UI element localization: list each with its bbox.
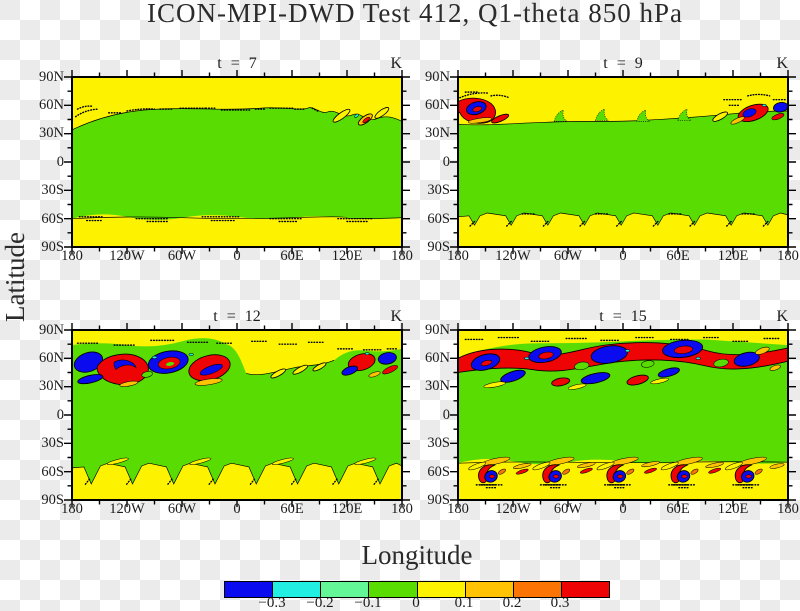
panel-t9: t = 9 K <box>386 55 800 285</box>
x-tick-label: 0 <box>619 248 627 264</box>
x-tick-label: 60W <box>553 248 583 264</box>
colorbar-swatch <box>272 582 321 597</box>
map-art <box>458 330 789 500</box>
x-tick-label: 180 <box>447 248 469 264</box>
y-tick-label: 90N <box>39 322 64 338</box>
y-tick-label: 0 <box>442 154 450 170</box>
colorbar-tick-label: −0.3 <box>258 595 286 611</box>
y-tick-label: 90N <box>425 322 450 338</box>
x-tick-label: 60W <box>167 501 197 517</box>
colorbar-swatch <box>320 582 369 597</box>
x-tick-label: 180 <box>391 501 413 517</box>
map-plot-t7 <box>63 69 411 255</box>
map-art <box>458 77 789 247</box>
map-plot-t15 <box>449 322 797 508</box>
x-tick-label: 120E <box>331 501 363 517</box>
x-tick-label: 120E <box>717 501 749 517</box>
panel-title: t = 9 <box>603 55 643 72</box>
y-tick-label: 60N <box>425 97 450 113</box>
colorbar-swatch <box>416 582 465 597</box>
y-tick-label: 30S <box>41 182 64 198</box>
x-tick-label: 60W <box>167 248 197 264</box>
colorbar-swatch <box>368 582 417 597</box>
x-tick-label: 0 <box>619 501 627 517</box>
x-tick-label: 180 <box>777 501 799 517</box>
colorbar-tick-label: 0.3 <box>550 595 570 611</box>
colorbar-swatch <box>560 582 609 597</box>
x-tick-label: 180 <box>61 248 83 264</box>
y-tick-label: 30S <box>427 435 450 451</box>
y-tick-label: 90N <box>425 69 450 85</box>
map-art <box>72 77 403 247</box>
panel-title: t = 15 <box>599 308 647 325</box>
x-tick-label: 180 <box>777 248 799 264</box>
y-tick-label: 30S <box>41 435 64 451</box>
map-art <box>72 330 403 500</box>
colorbar-swatch <box>464 582 513 597</box>
colorbar-swatch <box>512 582 561 597</box>
y-tick-label: 30N <box>39 378 64 394</box>
y-tick-label: 60S <box>427 464 450 480</box>
figure-title: ICON-MPI-DWD Test 412, Q1-theta 850 hPa <box>146 0 684 28</box>
x-tick-label: 60E <box>280 501 304 517</box>
y-tick-label: 60S <box>427 211 450 227</box>
colorbar-tick-label: 0.1 <box>454 595 474 611</box>
y-tick-label: 60S <box>41 464 64 480</box>
y-tick-label: 90S <box>41 492 64 508</box>
colorbar-tick-label: 0 <box>412 595 420 611</box>
y-tick-label: 0 <box>56 407 64 423</box>
x-tick-label: 0 <box>233 248 241 264</box>
colorbar <box>224 581 610 598</box>
y-tick-label: 30N <box>425 125 450 141</box>
y-tick-label: 60N <box>39 97 64 113</box>
x-tick-label: 120W <box>495 501 531 517</box>
panel-t15: t = 15 K <box>386 308 800 538</box>
x-tick-label: 120E <box>331 248 363 264</box>
y-tick-label: 0 <box>442 407 450 423</box>
colorbar-swatch <box>225 582 273 597</box>
x-tick-label: 60E <box>666 248 690 264</box>
colorbar-tick-label: −0.2 <box>306 595 334 611</box>
x-tick-label: 120W <box>495 248 531 264</box>
panel-title: t = 7 <box>217 55 257 72</box>
panel-unit-label: K <box>390 308 402 325</box>
x-tick-label: 60W <box>553 501 583 517</box>
x-tick-label: 120W <box>109 501 145 517</box>
panel-unit-label: K <box>776 308 788 325</box>
panel-t12: t = 12 K <box>0 308 414 538</box>
panel-unit-label: K <box>776 55 788 72</box>
x-tick-label: 120W <box>109 248 145 264</box>
colorbar-tick-label: −0.1 <box>354 595 382 611</box>
y-tick-label: 90S <box>41 239 64 255</box>
y-tick-label: 90N <box>39 69 64 85</box>
x-axis-title: Longitude <box>361 540 473 570</box>
x-tick-label: 60E <box>280 248 304 264</box>
y-tick-label: 90S <box>427 239 450 255</box>
colorbar-tick-label: 0.2 <box>502 595 522 611</box>
panel-unit-label: K <box>390 55 402 72</box>
x-tick-label: 120E <box>717 248 749 264</box>
panel-title: t = 12 <box>213 308 261 325</box>
x-tick-label: 60E <box>666 501 690 517</box>
x-tick-label: 180 <box>61 501 83 517</box>
x-tick-label: 180 <box>391 248 413 264</box>
x-tick-label: 180 <box>447 501 469 517</box>
y-tick-label: 0 <box>56 154 64 170</box>
x-tick-label: 0 <box>233 501 241 517</box>
y-tick-label: 30S <box>427 182 450 198</box>
panel-t7: t = 7 K 90N 60N 30N 0 30S <box>0 55 414 285</box>
y-tick-label: 30N <box>39 125 64 141</box>
y-tick-label: 30N <box>425 378 450 394</box>
y-tick-label: 60N <box>39 350 64 366</box>
y-tick-label: 90S <box>427 492 450 508</box>
y-tick-label: 60N <box>425 350 450 366</box>
map-plot-t12 <box>63 322 411 508</box>
y-tick-label: 60S <box>41 211 64 227</box>
map-plot-t9 <box>449 69 797 255</box>
